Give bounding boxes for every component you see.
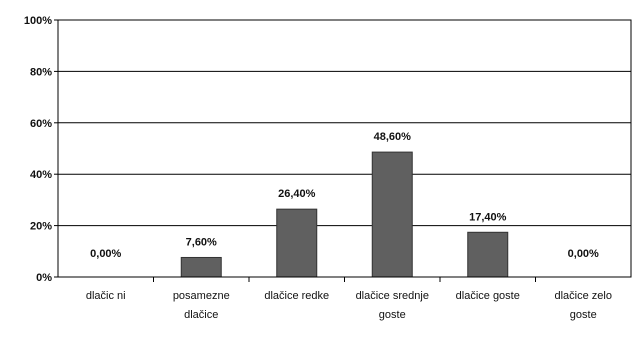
bar (467, 231, 509, 278)
x-axis-ticks: dlačic ni posamezne dlačice dlačice redke dl… (86, 277, 612, 321)
data-label: 26,40% (278, 188, 316, 200)
bar (180, 256, 222, 278)
x-tick-label: goste (379, 309, 406, 321)
x-tick-label: dlačice (184, 309, 218, 321)
y-tick-label: 20% (30, 221, 52, 233)
x-tick-label: dlačice redke (264, 290, 329, 302)
x-tick-label: goste (570, 309, 597, 321)
y-tick-label: 80% (30, 66, 52, 78)
x-tick-label: dlačice zelo (555, 290, 612, 302)
y-axis-ticks: 0% 20% 40% 60% 80% 100% (24, 15, 58, 284)
plot-frame (57, 19, 632, 278)
data-label: 48,60% (374, 131, 412, 143)
data-label: 0,00% (568, 248, 599, 260)
bar (276, 208, 318, 278)
bar (371, 151, 413, 278)
x-tick-label: posamezne (173, 290, 230, 302)
data-label: 17,40% (469, 211, 507, 223)
x-tick-label: dlačice srednje (356, 290, 429, 302)
y-tick-label: 0% (36, 272, 52, 284)
x-tick-label: dlačice goste (456, 290, 520, 302)
gridlines (58, 70, 631, 227)
plot-area-border (57, 19, 632, 278)
x-tick-label: dlačic ni (86, 290, 126, 302)
data-label: 0,00% (90, 248, 121, 260)
bars (180, 151, 509, 278)
y-tick-label: 100% (24, 15, 52, 27)
y-tick-label: 60% (30, 118, 52, 130)
data-label: 7,60% (186, 236, 217, 248)
y-tick-label: 40% (30, 169, 52, 181)
data-labels: 0,00% 7,60% 26,40% 48,60% 17,40% 0,00% (90, 131, 599, 260)
